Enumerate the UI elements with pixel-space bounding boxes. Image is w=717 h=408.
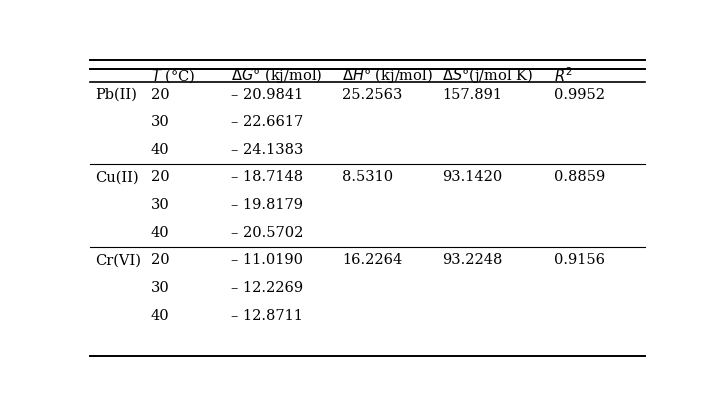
Text: 40: 40 [151,143,169,157]
Text: 0.8859: 0.8859 [554,171,605,184]
Text: 8.5310: 8.5310 [343,171,394,184]
Text: $T$ (°C): $T$ (°C) [151,67,195,84]
Text: – 18.7148: – 18.7148 [232,171,303,184]
Text: 0.9952: 0.9952 [554,87,604,102]
Text: $\Delta S$°(j/mol K): $\Delta S$°(j/mol K) [442,66,533,85]
Text: 93.1420: 93.1420 [442,171,503,184]
Text: 25.2563: 25.2563 [343,87,403,102]
Text: 20: 20 [151,87,169,102]
Text: – 11.0190: – 11.0190 [232,253,303,267]
Text: 20: 20 [151,171,169,184]
Text: – 12.2269: – 12.2269 [232,281,303,295]
Text: Pb(II): Pb(II) [95,87,137,102]
Text: 0.9156: 0.9156 [554,253,604,267]
Text: 40: 40 [151,226,169,240]
Text: 16.2264: 16.2264 [343,253,403,267]
Text: 157.891: 157.891 [442,87,503,102]
Text: 30: 30 [151,115,169,129]
Text: 30: 30 [151,281,169,295]
Text: – 20.5702: – 20.5702 [232,226,304,240]
Text: – 12.8711: – 12.8711 [232,309,303,323]
Text: $\Delta G$° (kj/mol): $\Delta G$° (kj/mol) [232,66,323,85]
Text: 40: 40 [151,309,169,323]
Text: – 22.6617: – 22.6617 [232,115,303,129]
Text: $\Delta H$° (kj/mol): $\Delta H$° (kj/mol) [343,66,433,85]
Text: – 19.8179: – 19.8179 [232,198,303,212]
Text: 93.2248: 93.2248 [442,253,503,267]
Text: 30: 30 [151,198,169,212]
Text: – 20.9841: – 20.9841 [232,87,303,102]
Text: – 24.1383: – 24.1383 [232,143,304,157]
Text: 20: 20 [151,253,169,267]
Text: $R^2$: $R^2$ [554,67,572,85]
Text: Cr(VI): Cr(VI) [95,253,141,267]
Text: Cu(II): Cu(II) [95,171,139,184]
